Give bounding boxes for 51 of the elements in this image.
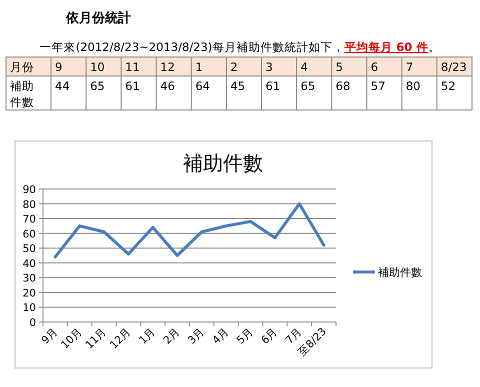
y-tick-label: 0 [29,317,36,329]
text: 7 [406,60,414,74]
y-tick-label: 90 [22,184,36,196]
y-tick-label: 20 [22,287,36,300]
text: 一年來(2012/8/23~2013/8/23)每月補助件數統計如下，平均每月 60 件。 [40,40,440,54]
x-tick-label: 2月 [161,326,182,347]
y-tick-label: 10 [22,302,36,314]
text: 46 [160,79,175,93]
text: 61 [266,79,280,93]
text: 4 [300,60,308,74]
y-tick-label: 30 [22,272,36,285]
x-tick-label: 10月 [59,326,85,352]
x-tick-label: 4月 [210,326,232,347]
text: 6 [370,60,378,74]
text: 10 [90,60,105,74]
text: 45 [230,79,246,93]
y-tick-label: 80 [22,198,36,211]
text: 月份 [10,60,34,74]
text: 8/23 [440,60,467,74]
y-tick-label: 60 [22,228,36,240]
text: 1 [195,60,203,74]
x-tick-label: 3月 [186,326,207,347]
text: 依月份統計 [65,10,131,26]
legend-label: 補助件數 [378,266,422,279]
x-tick-label: 12月 [108,326,134,352]
x-tick-label: 1月 [137,326,158,347]
text: 2 [230,60,238,74]
y-tick-label: 70 [22,214,36,226]
text: 3 [266,60,273,74]
text: 5 [336,60,343,74]
text: 11 [125,60,140,74]
text: 補助件數 [10,79,34,109]
text: 57 [370,79,386,93]
x-tick-label: 5月 [234,326,256,347]
x-tick-label: 6月 [259,326,280,347]
line-series [54,202,326,258]
text: 61 [125,79,140,93]
text: 9 [55,60,62,74]
y-tick-label: 40 [22,258,36,270]
x-tick-label: 11月 [83,326,110,352]
x-tick-label: 9月 [39,326,60,347]
text: 68 [336,79,350,93]
text: 12 [160,60,175,74]
y-tick-label: 50 [22,243,36,256]
text: 44 [55,79,70,93]
chart-title: 補助件數 [183,151,263,175]
text: 65 [90,79,105,93]
text: 64 [195,79,210,93]
text: 65 [300,79,316,93]
text: 52 [440,79,456,93]
text: 80 [406,79,420,93]
